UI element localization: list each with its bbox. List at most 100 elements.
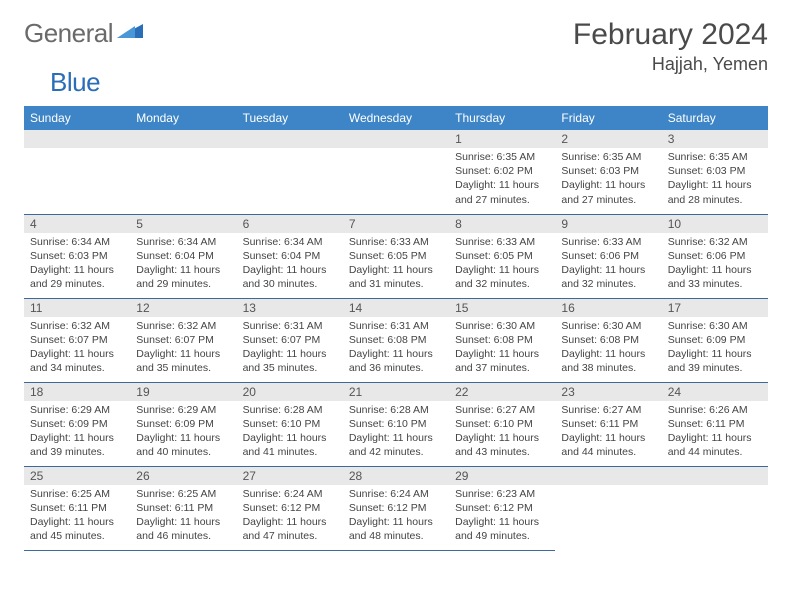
calendar-day-cell: [237, 130, 343, 214]
calendar-day-cell: 18Sunrise: 6:29 AMSunset: 6:09 PMDayligh…: [24, 382, 130, 466]
month-title: February 2024: [573, 18, 768, 52]
day-number: 16: [555, 299, 661, 317]
empty-day-header: [343, 130, 449, 148]
day-details: Sunrise: 6:32 AMSunset: 6:06 PMDaylight:…: [662, 233, 768, 296]
day-details: Sunrise: 6:28 AMSunset: 6:10 PMDaylight:…: [343, 401, 449, 464]
calendar-day-cell: 10Sunrise: 6:32 AMSunset: 6:06 PMDayligh…: [662, 214, 768, 298]
day-details: Sunrise: 6:31 AMSunset: 6:08 PMDaylight:…: [343, 317, 449, 380]
day-details: Sunrise: 6:31 AMSunset: 6:07 PMDaylight:…: [237, 317, 343, 380]
day-details: Sunrise: 6:25 AMSunset: 6:11 PMDaylight:…: [24, 485, 130, 548]
calendar-day-cell: 27Sunrise: 6:24 AMSunset: 6:12 PMDayligh…: [237, 466, 343, 550]
day-number: 8: [449, 215, 555, 233]
empty-day-header: [130, 130, 236, 148]
day-details: Sunrise: 6:30 AMSunset: 6:08 PMDaylight:…: [555, 317, 661, 380]
day-details: Sunrise: 6:24 AMSunset: 6:12 PMDaylight:…: [237, 485, 343, 548]
day-details: Sunrise: 6:35 AMSunset: 6:02 PMDaylight:…: [449, 148, 555, 211]
calendar-day-cell: 29Sunrise: 6:23 AMSunset: 6:12 PMDayligh…: [449, 466, 555, 550]
calendar-day-cell: 14Sunrise: 6:31 AMSunset: 6:08 PMDayligh…: [343, 298, 449, 382]
day-number: 19: [130, 383, 236, 401]
calendar-week-row: 25Sunrise: 6:25 AMSunset: 6:11 PMDayligh…: [24, 466, 768, 550]
day-details: Sunrise: 6:25 AMSunset: 6:11 PMDaylight:…: [130, 485, 236, 548]
calendar-week-row: 11Sunrise: 6:32 AMSunset: 6:07 PMDayligh…: [24, 298, 768, 382]
calendar-day-cell: 5Sunrise: 6:34 AMSunset: 6:04 PMDaylight…: [130, 214, 236, 298]
day-details: Sunrise: 6:35 AMSunset: 6:03 PMDaylight:…: [662, 148, 768, 211]
calendar-day-cell: 4Sunrise: 6:34 AMSunset: 6:03 PMDaylight…: [24, 214, 130, 298]
calendar-day-cell: 20Sunrise: 6:28 AMSunset: 6:10 PMDayligh…: [237, 382, 343, 466]
logo-text-blue: Blue: [50, 67, 100, 97]
day-details: Sunrise: 6:33 AMSunset: 6:06 PMDaylight:…: [555, 233, 661, 296]
day-number: 5: [130, 215, 236, 233]
calendar-day-cell: 1Sunrise: 6:35 AMSunset: 6:02 PMDaylight…: [449, 130, 555, 214]
day-number: 6: [237, 215, 343, 233]
day-number: 2: [555, 130, 661, 148]
calendar-day-cell: 3Sunrise: 6:35 AMSunset: 6:03 PMDaylight…: [662, 130, 768, 214]
day-details: Sunrise: 6:23 AMSunset: 6:12 PMDaylight:…: [449, 485, 555, 548]
day-details: Sunrise: 6:30 AMSunset: 6:08 PMDaylight:…: [449, 317, 555, 380]
calendar-day-cell: 6Sunrise: 6:34 AMSunset: 6:04 PMDaylight…: [237, 214, 343, 298]
day-details: Sunrise: 6:27 AMSunset: 6:10 PMDaylight:…: [449, 401, 555, 464]
day-number: 4: [24, 215, 130, 233]
calendar-day-cell: 21Sunrise: 6:28 AMSunset: 6:10 PMDayligh…: [343, 382, 449, 466]
calendar-day-cell: 23Sunrise: 6:27 AMSunset: 6:11 PMDayligh…: [555, 382, 661, 466]
empty-day-header: [24, 130, 130, 148]
day-number: 23: [555, 383, 661, 401]
day-details: Sunrise: 6:33 AMSunset: 6:05 PMDaylight:…: [449, 233, 555, 296]
logo-triangle-icon: [117, 20, 143, 43]
day-number: 17: [662, 299, 768, 317]
day-details: Sunrise: 6:34 AMSunset: 6:04 PMDaylight:…: [130, 233, 236, 296]
day-details: Sunrise: 6:24 AMSunset: 6:12 PMDaylight:…: [343, 485, 449, 548]
day-details: Sunrise: 6:33 AMSunset: 6:05 PMDaylight:…: [343, 233, 449, 296]
calendar-week-row: 4Sunrise: 6:34 AMSunset: 6:03 PMDaylight…: [24, 214, 768, 298]
weekday-header: Wednesday: [343, 106, 449, 130]
day-number: 21: [343, 383, 449, 401]
logo-text-general: General: [24, 18, 113, 49]
weekday-header: Friday: [555, 106, 661, 130]
day-number: 25: [24, 467, 130, 485]
day-details: Sunrise: 6:29 AMSunset: 6:09 PMDaylight:…: [130, 401, 236, 464]
day-details: Sunrise: 6:34 AMSunset: 6:03 PMDaylight:…: [24, 233, 130, 296]
day-details: Sunrise: 6:26 AMSunset: 6:11 PMDaylight:…: [662, 401, 768, 464]
weekday-header: Tuesday: [237, 106, 343, 130]
day-number: 22: [449, 383, 555, 401]
logo: General: [24, 18, 145, 49]
day-details: Sunrise: 6:28 AMSunset: 6:10 PMDaylight:…: [237, 401, 343, 464]
day-number: 24: [662, 383, 768, 401]
day-details: Sunrise: 6:34 AMSunset: 6:04 PMDaylight:…: [237, 233, 343, 296]
calendar-day-cell: 25Sunrise: 6:25 AMSunset: 6:11 PMDayligh…: [24, 466, 130, 550]
day-number: 14: [343, 299, 449, 317]
day-details: Sunrise: 6:30 AMSunset: 6:09 PMDaylight:…: [662, 317, 768, 380]
day-number: 13: [237, 299, 343, 317]
day-number: 28: [343, 467, 449, 485]
calendar-day-cell: 28Sunrise: 6:24 AMSunset: 6:12 PMDayligh…: [343, 466, 449, 550]
calendar-day-cell: 24Sunrise: 6:26 AMSunset: 6:11 PMDayligh…: [662, 382, 768, 466]
day-number: 15: [449, 299, 555, 317]
day-number: 29: [449, 467, 555, 485]
calendar-day-cell: 13Sunrise: 6:31 AMSunset: 6:07 PMDayligh…: [237, 298, 343, 382]
day-details: Sunrise: 6:29 AMSunset: 6:09 PMDaylight:…: [24, 401, 130, 464]
calendar-day-cell: 17Sunrise: 6:30 AMSunset: 6:09 PMDayligh…: [662, 298, 768, 382]
calendar-day-cell: 7Sunrise: 6:33 AMSunset: 6:05 PMDaylight…: [343, 214, 449, 298]
calendar-day-cell: 9Sunrise: 6:33 AMSunset: 6:06 PMDaylight…: [555, 214, 661, 298]
day-details: Sunrise: 6:32 AMSunset: 6:07 PMDaylight:…: [24, 317, 130, 380]
day-details: Sunrise: 6:35 AMSunset: 6:03 PMDaylight:…: [555, 148, 661, 211]
calendar-day-cell: 19Sunrise: 6:29 AMSunset: 6:09 PMDayligh…: [130, 382, 236, 466]
empty-day-header: [555, 467, 661, 485]
weekday-header: Monday: [130, 106, 236, 130]
calendar-day-cell: [662, 466, 768, 550]
calendar-day-cell: 26Sunrise: 6:25 AMSunset: 6:11 PMDayligh…: [130, 466, 236, 550]
day-number: 9: [555, 215, 661, 233]
day-number: 18: [24, 383, 130, 401]
empty-day-header: [662, 467, 768, 485]
calendar-day-cell: 2Sunrise: 6:35 AMSunset: 6:03 PMDaylight…: [555, 130, 661, 214]
day-number: 12: [130, 299, 236, 317]
calendar-day-cell: [130, 130, 236, 214]
calendar-week-row: 18Sunrise: 6:29 AMSunset: 6:09 PMDayligh…: [24, 382, 768, 466]
calendar-day-cell: [24, 130, 130, 214]
calendar-day-cell: 8Sunrise: 6:33 AMSunset: 6:05 PMDaylight…: [449, 214, 555, 298]
weekday-header: Saturday: [662, 106, 768, 130]
day-number: 27: [237, 467, 343, 485]
day-number: 11: [24, 299, 130, 317]
weekday-header-row: SundayMondayTuesdayWednesdayThursdayFrid…: [24, 106, 768, 130]
day-details: Sunrise: 6:32 AMSunset: 6:07 PMDaylight:…: [130, 317, 236, 380]
day-details: Sunrise: 6:27 AMSunset: 6:11 PMDaylight:…: [555, 401, 661, 464]
